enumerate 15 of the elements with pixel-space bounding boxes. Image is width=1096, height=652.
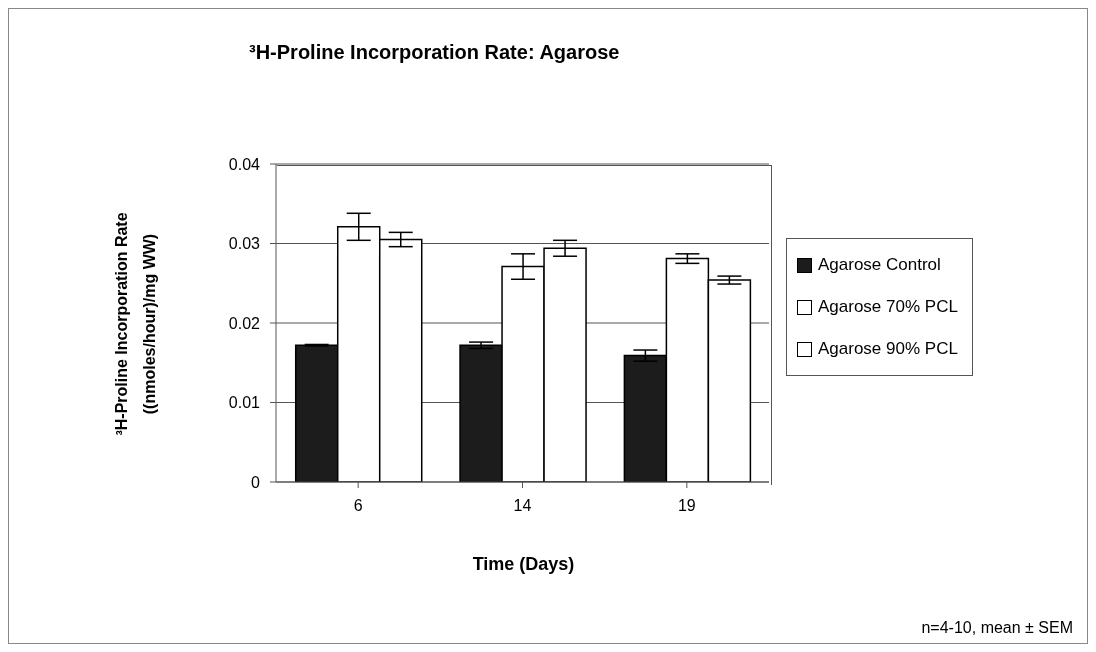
chart-title: ³H-Proline Incorporation Rate: Agarose <box>249 41 620 64</box>
y-tick-label: 0.02 <box>228 314 261 332</box>
x-tick-label: 6 <box>353 497 363 515</box>
y-axis-title: ³H-Proline Incorporation Rate ((nmoles/hour)/mg WW) <box>112 212 159 436</box>
y-tick-label: 0 <box>251 473 261 491</box>
y-tick-label: 0.04 <box>228 155 261 173</box>
y-tick-label: 0.03 <box>228 235 261 253</box>
x-tick-label: 14 <box>513 497 532 515</box>
x-axis-title: Time (Days) <box>471 554 576 575</box>
legend-label: Agarose 90% PCL <box>818 339 958 359</box>
legend-label: Agarose Control <box>818 255 941 275</box>
text: n=4-10, mean ± SEM <box>921 619 1073 637</box>
x-tick-label: 19 <box>677 497 696 515</box>
legend-label: Agarose 70% PCL <box>818 297 958 317</box>
y-tick-label: 0.01 <box>228 394 261 412</box>
